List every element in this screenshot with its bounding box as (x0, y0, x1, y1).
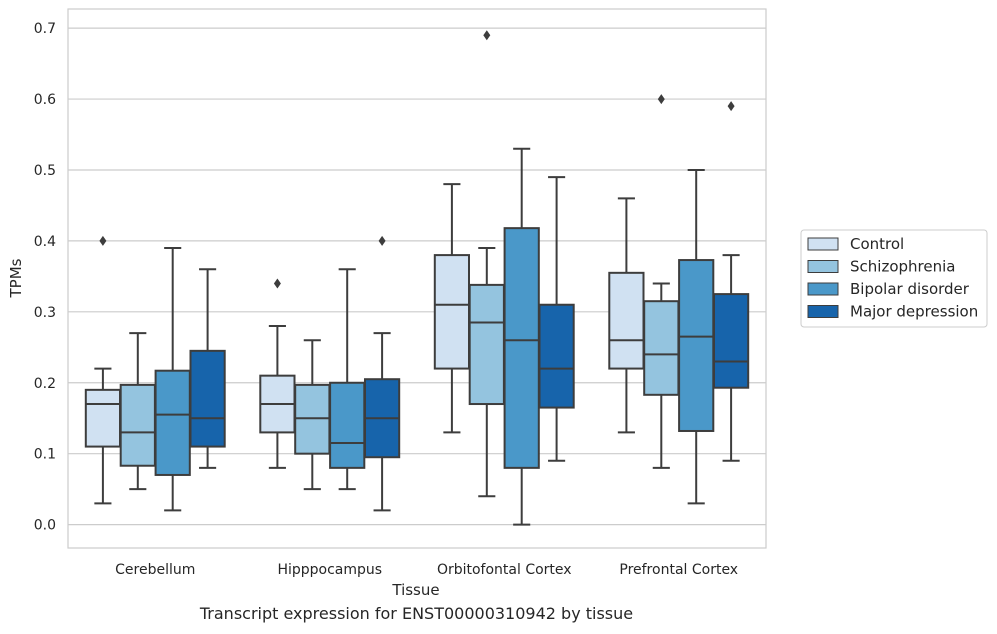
box-3-3 (712, 101, 750, 462)
box-1-1 (294, 339, 331, 491)
x-tick-labels: Cerebellum Hipppocampus Orbitofontal Corte… (115, 562, 738, 578)
box-iqr (678, 259, 715, 432)
y-tick-labels: 0.0 0.1 0.2 0.3 0.4 0.5 0.6 0.7 (34, 21, 56, 533)
figure-caption: Transcript expression for ENST0000031094… (199, 604, 634, 623)
box-1-0 (259, 278, 296, 469)
y-axis-label: TPMs (7, 258, 25, 298)
box-iqr (154, 369, 191, 476)
x-tick-label: Hipppocampus (277, 562, 382, 578)
legend-label: Schizophrenia (850, 258, 955, 276)
y-tick-label: 0.2 (34, 376, 56, 392)
plot-frame (67, 8, 767, 549)
box-iqr (119, 383, 156, 467)
y-tick-label: 0.0 (34, 518, 56, 534)
box-iqr (468, 283, 505, 406)
box-iqr (712, 293, 750, 389)
box-iqr (433, 254, 471, 370)
box-iqr (189, 349, 226, 448)
box-1-3 (363, 235, 401, 512)
box-3-1 (643, 94, 680, 469)
box-2-2 (503, 147, 540, 526)
box-2-1 (468, 30, 505, 498)
box-2-0 (433, 183, 471, 434)
box-iqr (294, 383, 331, 455)
box-0-0 (84, 235, 122, 505)
y-tick-label: 0.7 (34, 21, 56, 37)
y-tick-label: 0.4 (34, 234, 56, 250)
box-2-3 (538, 176, 575, 462)
outlier-point (378, 235, 386, 246)
box-0-2 (154, 247, 191, 512)
box-iqr (329, 381, 366, 469)
legend: Control Schizophrenia Bipolar disorder Majo… (800, 229, 988, 328)
box-iqr (503, 227, 540, 469)
box-iqr (608, 271, 645, 370)
box-1-2 (329, 268, 366, 491)
outlier-point (657, 94, 665, 105)
y-tick-label: 0.5 (34, 163, 56, 179)
outlier-point (483, 30, 491, 41)
legend-frame (800, 229, 988, 328)
box-3-0 (608, 197, 645, 434)
legend-swatch (807, 282, 839, 296)
legend-swatch (807, 237, 839, 251)
x-tick-label: Cerebellum (115, 562, 195, 578)
box-iqr (643, 300, 680, 396)
box-3-2 (678, 168, 715, 505)
box-0-1 (119, 332, 156, 491)
x-axis-label: Tissue (391, 581, 439, 599)
outlier-point (99, 235, 107, 246)
x-tick-label: Orbitofontal Cortex (437, 562, 572, 578)
legend-swatch (807, 260, 839, 273)
box-iqr (538, 303, 575, 409)
box-series (84, 30, 750, 526)
outlier-point (273, 278, 281, 289)
box-0-3 (189, 268, 226, 469)
box-iqr (84, 388, 122, 448)
legend-label: Control (850, 235, 904, 253)
y-tick-label: 0.1 (34, 447, 56, 463)
y-tick-label: 0.3 (34, 305, 56, 321)
x-tick-label: Prefrontal Cortex (619, 562, 738, 578)
legend-label: Major depression (850, 303, 978, 321)
legend-swatch (807, 305, 839, 318)
y-tick-label: 0.6 (34, 92, 56, 108)
outlier-point (727, 101, 735, 112)
legend-label: Bipolar disorder (850, 280, 970, 298)
